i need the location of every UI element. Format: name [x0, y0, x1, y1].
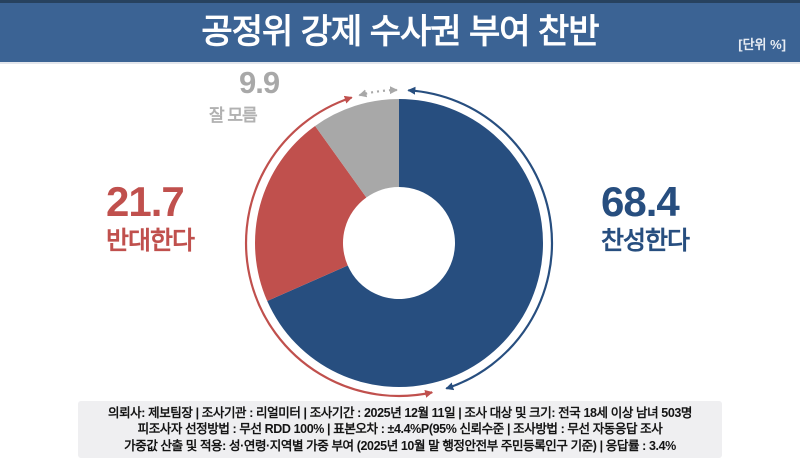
oppose-value: 21.7: [106, 178, 185, 225]
agree-value: 68.4: [601, 178, 680, 225]
unknown-value: 9.9: [239, 65, 280, 100]
agree-label: 찬성한다: [601, 227, 690, 256]
unit-label: [단위 %]: [738, 37, 786, 52]
arrow-arc-oppose: [244, 95, 434, 398]
methodology-line: 가중값 산출 및 적용: 성·연령·지역별 가중 부여 (2025년 10월 말…: [124, 438, 676, 453]
unknown-label: 잘 모름: [209, 105, 258, 125]
donut-slice-agree: [267, 99, 544, 387]
arrow-arc-agree: [407, 86, 554, 391]
arrow-arc-unknown: [358, 86, 398, 98]
oppose-label: 반대한다: [106, 227, 195, 256]
agree-callout: 68.4 찬성한다: [601, 178, 690, 256]
oppose-callout: 21.7 반대한다: [106, 178, 195, 256]
donut-slice-oppose: [255, 125, 367, 302]
page-title: 공정위 강제 수사권 부여 찬반: [201, 13, 599, 51]
unknown-callout: 9.9 잘 모름: [209, 65, 280, 125]
title-bar: 공정위 강제 수사권 부여 찬반 [단위 %]: [0, 0, 800, 64]
methodology-note: 의뢰사: 제보팀장 | 조사기관 : 리얼미터 | 조사기간 : 2025년 1…: [78, 401, 722, 458]
methodology-line: 피조사자 선정방법 : 무선 RDD 100% | 표본오차 : ±4.4%P(…: [137, 422, 663, 437]
methodology-line: 의뢰사: 제보팀장 | 조사기관 : 리얼미터 | 조사기간 : 2025년 1…: [107, 405, 693, 420]
